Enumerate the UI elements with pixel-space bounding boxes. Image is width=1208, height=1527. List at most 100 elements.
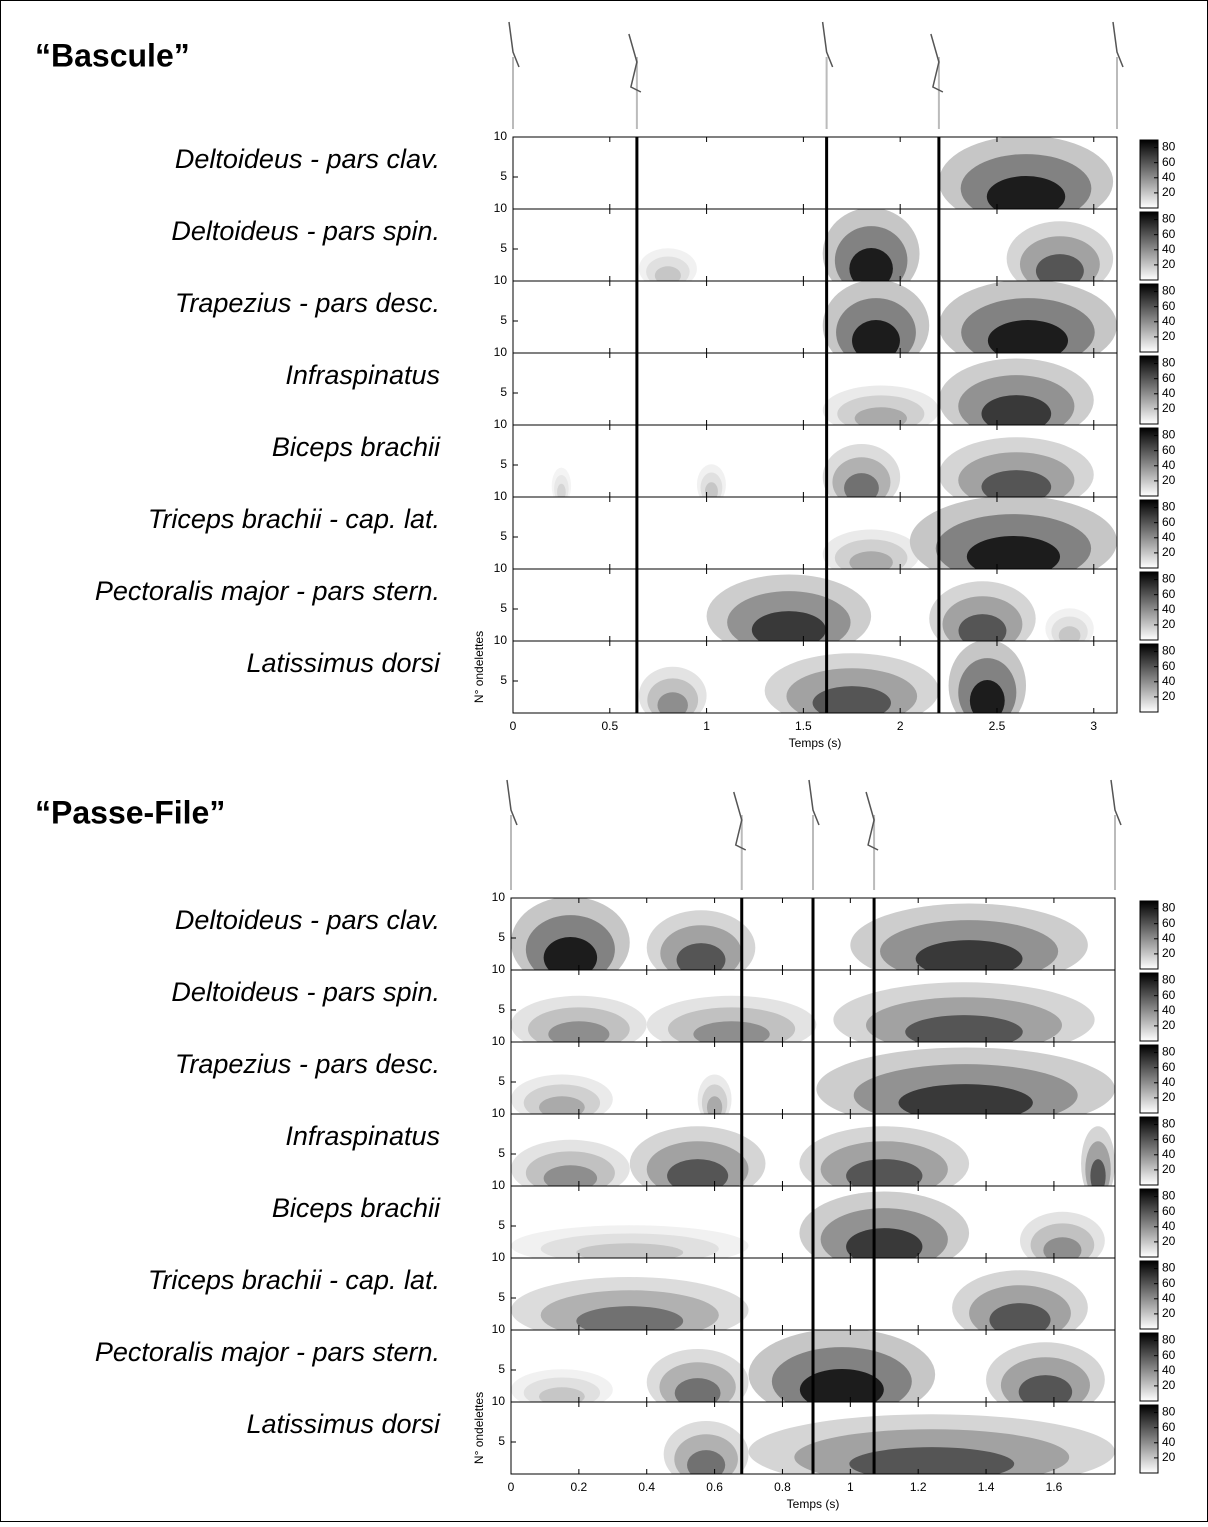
x-tick-label: 1.5: [795, 719, 812, 733]
colorbar-label: 20: [1162, 401, 1176, 415]
colorbar-label: 20: [1162, 1162, 1176, 1176]
stick-figure: [930, 33, 944, 93]
activity-blob: [1018, 1375, 1073, 1402]
row-plot: [511, 898, 1088, 970]
colorbar-label: 80: [1162, 901, 1176, 915]
y-tick-label: 10: [492, 962, 506, 976]
colorbar-label: 20: [1162, 329, 1176, 343]
colorbar-label: 60: [1162, 1060, 1176, 1074]
colorbar-label: 80: [1162, 356, 1176, 370]
blobs: [822, 358, 1094, 425]
colorbar-label: 80: [1162, 1333, 1176, 1347]
y-tick-label: 10: [494, 273, 508, 287]
x-tick-label: 1: [847, 1480, 854, 1494]
blobs: [638, 209, 1114, 281]
y-tick-label: 5: [498, 1074, 505, 1088]
y-tick-label: 10: [492, 1394, 506, 1408]
colorbar-label: 60: [1162, 1276, 1176, 1290]
colorbar-label: 60: [1162, 443, 1176, 457]
colorbar: [1139, 900, 1159, 970]
row-label: Latissimus dorsi: [246, 648, 441, 678]
stick-figure: [1110, 779, 1122, 826]
activity-blob: [674, 1378, 721, 1402]
activity-blob: [557, 483, 566, 497]
row-plot: [822, 497, 1117, 569]
activity-blob: [987, 320, 1069, 353]
y-tick-label: 5: [498, 1218, 505, 1232]
row-label: Infraspinatus: [285, 1121, 440, 1151]
panel-title: “Passe-File”: [35, 794, 225, 830]
colorbar-label: 20: [1162, 545, 1176, 559]
activity-blob: [846, 1159, 923, 1186]
colorbar-label: 60: [1162, 1132, 1176, 1146]
x-tick-label: 2: [897, 719, 904, 733]
activity-blob: [539, 1387, 585, 1402]
colorbar: [1139, 1260, 1159, 1330]
x-tick-label: 0: [508, 1480, 515, 1494]
activity-blob: [1090, 1159, 1106, 1186]
x-axis-label: Temps (s): [787, 1497, 840, 1511]
colorbar: [1139, 499, 1159, 569]
y-tick-label: 10: [492, 1250, 506, 1264]
row-plot: [511, 1126, 1115, 1186]
x-tick-label: 0.4: [638, 1480, 655, 1494]
y-tick-label: 5: [500, 169, 507, 183]
colorbar-label: 80: [1162, 1045, 1176, 1059]
activity-blob: [898, 1084, 1033, 1114]
colorbar-label: 20: [1162, 617, 1176, 631]
blobs: [511, 1126, 1115, 1186]
blobs: [663, 1414, 1115, 1474]
colorbar-label: 80: [1162, 284, 1176, 298]
colorbar-label: 40: [1162, 314, 1176, 328]
activity-blob: [958, 614, 1007, 641]
x-tick-label: 0: [510, 719, 517, 733]
colorbar-label: 60: [1162, 1204, 1176, 1218]
row-label: Infraspinatus: [285, 360, 440, 390]
blobs: [638, 641, 1027, 713]
row-label: Triceps brachii - cap. lat.: [148, 504, 440, 534]
y-tick-label: 10: [494, 129, 508, 143]
blobs: [511, 1047, 1115, 1114]
y-tick-label: 5: [498, 1146, 505, 1160]
activity-blob: [576, 1243, 684, 1258]
colorbar-label: 80: [1162, 1261, 1176, 1275]
colorbar-label: 60: [1162, 371, 1176, 385]
colorbar-label: 20: [1162, 946, 1176, 960]
colorbar: [1139, 972, 1159, 1042]
colorbar-label: 60: [1162, 155, 1176, 169]
colorbar-label: 80: [1162, 212, 1176, 226]
activity-blob: [852, 320, 900, 353]
activity-blob: [654, 266, 681, 281]
row-plot: [511, 982, 1095, 1042]
colorbar: [1139, 1404, 1159, 1474]
stick-figure: [506, 779, 518, 826]
y-tick-label: 5: [500, 601, 507, 615]
x-tick-label: 0.8: [774, 1480, 791, 1494]
activity-blob: [543, 1165, 598, 1186]
activity-blob: [751, 611, 826, 641]
activity-blob: [966, 536, 1061, 569]
colorbar-label: 80: [1162, 973, 1176, 987]
y-tick-label: 10: [494, 345, 508, 359]
y-tick-label: 10: [492, 1178, 506, 1192]
colorbar: [1139, 1332, 1159, 1402]
y-tick-label: 10: [492, 890, 506, 904]
row-label: Triceps brachii - cap. lat.: [148, 1265, 440, 1295]
colorbar-label: 20: [1162, 1450, 1176, 1464]
activity-blob: [849, 248, 893, 281]
activity-blob: [1058, 626, 1081, 641]
blobs: [822, 497, 1117, 569]
x-tick-label: 3: [1090, 719, 1097, 733]
x-tick-label: 1: [703, 719, 710, 733]
colorbar-label: 60: [1162, 515, 1176, 529]
colorbar-label: 20: [1162, 473, 1176, 487]
colorbar-label: 60: [1162, 227, 1176, 241]
row-label: Deltoideus - pars clav.: [175, 144, 440, 174]
x-axis-label: Temps (s): [789, 736, 842, 750]
colorbar-label: 80: [1162, 1405, 1176, 1419]
stick-figure: [628, 33, 642, 93]
y-tick-label: 10: [492, 1106, 506, 1120]
activity-blob: [706, 1096, 723, 1114]
blobs: [938, 137, 1114, 209]
activity-blob: [981, 395, 1052, 425]
